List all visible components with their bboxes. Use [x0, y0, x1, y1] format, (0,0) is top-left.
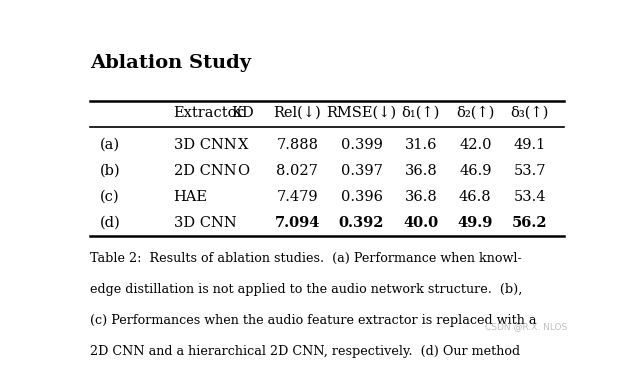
- Text: X: X: [238, 138, 248, 152]
- Text: 7.094: 7.094: [274, 216, 320, 229]
- Text: δ₃(↑): δ₃(↑): [510, 106, 549, 120]
- Text: 8.027: 8.027: [276, 164, 318, 178]
- Text: (a): (a): [100, 138, 120, 152]
- Text: 31.6: 31.6: [404, 138, 437, 152]
- Text: 3D CNN: 3D CNN: [174, 216, 237, 229]
- Text: 49.1: 49.1: [514, 138, 546, 152]
- Text: HAE: HAE: [174, 190, 208, 204]
- Text: (d): (d): [100, 216, 121, 229]
- Text: 56.2: 56.2: [512, 216, 547, 229]
- Text: 42.0: 42.0: [459, 138, 491, 152]
- Text: 2D CNN and a hierarchical 2D CNN, respectively.  (d) Our method: 2D CNN and a hierarchical 2D CNN, respec…: [89, 345, 520, 358]
- Text: 36.8: 36.8: [404, 190, 437, 204]
- Text: Ablation Study: Ablation Study: [89, 54, 251, 72]
- Text: (c): (c): [100, 190, 119, 204]
- Text: 40.0: 40.0: [403, 216, 438, 229]
- Text: KD: KD: [232, 106, 255, 120]
- Text: 53.7: 53.7: [514, 164, 546, 178]
- Text: 49.9: 49.9: [457, 216, 493, 229]
- Text: 0.399: 0.399: [341, 138, 383, 152]
- Text: 36.8: 36.8: [404, 164, 437, 178]
- Text: edge distillation is not applied to the audio network structure.  (b),: edge distillation is not applied to the …: [89, 283, 522, 296]
- Text: δ₁(↑): δ₁(↑): [402, 106, 440, 120]
- Text: 46.9: 46.9: [459, 164, 491, 178]
- Text: 3D CNN: 3D CNN: [174, 138, 237, 152]
- Text: RMSE(↓): RMSE(↓): [327, 106, 397, 120]
- Text: (c) Performances when the audio feature extractor is replaced with a: (c) Performances when the audio feature …: [89, 314, 536, 327]
- Text: 0.397: 0.397: [341, 164, 383, 178]
- Text: δ₂(↑): δ₂(↑): [456, 106, 494, 120]
- Text: Extractor: Extractor: [174, 106, 244, 120]
- Text: 46.8: 46.8: [459, 190, 492, 204]
- Text: Table 2:  Results of ablation studies.  (a) Performance when knowl-: Table 2: Results of ablation studies. (a…: [89, 252, 521, 264]
- Text: 2D CNN: 2D CNN: [174, 164, 236, 178]
- Text: 0.392: 0.392: [339, 216, 384, 229]
- Text: O: O: [237, 164, 249, 178]
- Text: Rel(↓): Rel(↓): [274, 106, 321, 120]
- Text: 0.396: 0.396: [341, 190, 383, 204]
- Text: (b): (b): [100, 164, 120, 178]
- Text: CSDN @R.X. NLOS: CSDN @R.X. NLOS: [484, 322, 567, 331]
- Text: 7.479: 7.479: [276, 190, 318, 204]
- Text: 53.4: 53.4: [514, 190, 546, 204]
- Text: 7.888: 7.888: [276, 138, 318, 152]
